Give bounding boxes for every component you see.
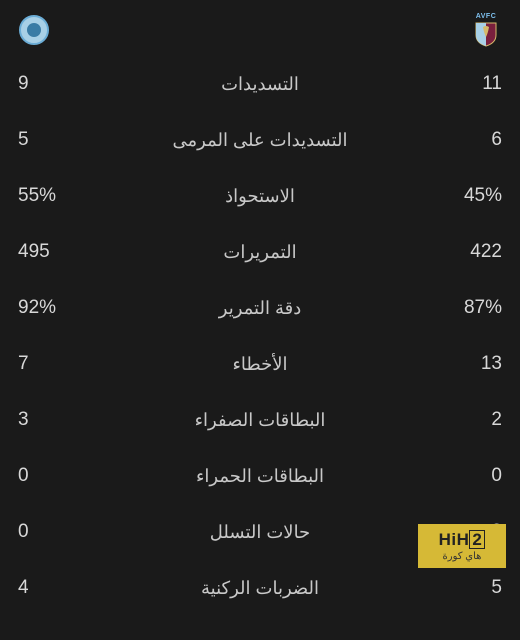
stat-row: 3البطاقات الصفراء2 bbox=[18, 392, 502, 448]
stat-label: حالات التسلل bbox=[88, 522, 432, 543]
stat-row: 7الأخطاء13 bbox=[18, 336, 502, 392]
stat-row: 495التمريرات422 bbox=[18, 224, 502, 280]
watermark-text-a: HiH bbox=[439, 530, 470, 549]
stat-value-left: 495 bbox=[18, 241, 88, 263]
stat-label: التمريرات bbox=[88, 242, 432, 263]
stat-label: البطاقات الحمراء bbox=[88, 466, 432, 487]
stat-value-right: 2 bbox=[432, 409, 502, 431]
team-right-badge: AVFC bbox=[470, 14, 502, 46]
watermark-line1: HiH2 bbox=[439, 530, 486, 550]
stat-value-right: 422 bbox=[432, 241, 502, 263]
watermark-line2: هاي كورة bbox=[443, 551, 482, 562]
stat-label: التسديدات على المرمى bbox=[88, 130, 432, 151]
stat-value-right: 11 bbox=[432, 73, 502, 95]
stat-label: الاستحواذ bbox=[88, 186, 432, 207]
stat-label: الضربات الركنية bbox=[88, 578, 432, 599]
stat-label: التسديدات bbox=[88, 74, 432, 95]
man-city-icon bbox=[19, 15, 49, 45]
stat-value-left: 7 bbox=[18, 353, 88, 375]
stat-row: 9التسديدات11 bbox=[18, 56, 502, 112]
stat-value-right: 6 bbox=[432, 129, 502, 151]
stat-value-left: 92% bbox=[18, 297, 88, 319]
stat-row: 55%الاستحواذ45% bbox=[18, 168, 502, 224]
stat-value-right: 0 bbox=[432, 465, 502, 487]
teams-header: AVFC bbox=[0, 0, 520, 56]
stat-row: 4الضربات الركنية5 bbox=[18, 560, 502, 616]
avfc-text-icon: AVFC bbox=[476, 13, 497, 20]
stat-row: 92%دقة التمرير87% bbox=[18, 280, 502, 336]
stat-value-right: 13 bbox=[432, 353, 502, 375]
stat-value-right: 87% bbox=[432, 297, 502, 319]
stat-label: البطاقات الصفراء bbox=[88, 410, 432, 431]
stat-label: دقة التمرير bbox=[88, 298, 432, 319]
stat-row: 0البطاقات الحمراء0 bbox=[18, 448, 502, 504]
stat-value-left: 5 bbox=[18, 129, 88, 151]
stat-value-left: 9 bbox=[18, 73, 88, 95]
stat-value-left: 4 bbox=[18, 577, 88, 599]
watermark-badge: HiH2 هاي كورة bbox=[418, 524, 506, 568]
team-left-badge bbox=[18, 14, 50, 46]
stat-value-right: 5 bbox=[432, 577, 502, 599]
stat-value-left: 0 bbox=[18, 465, 88, 487]
stat-row: 5التسديدات على المرمى6 bbox=[18, 112, 502, 168]
stat-value-left: 0 bbox=[18, 521, 88, 543]
stat-label: الأخطاء bbox=[88, 354, 432, 375]
stat-value-left: 55% bbox=[18, 185, 88, 207]
avfc-shield-icon bbox=[474, 21, 498, 47]
stat-value-right: 45% bbox=[432, 185, 502, 207]
watermark-text-b: 2 bbox=[469, 530, 485, 549]
stat-value-left: 3 bbox=[18, 409, 88, 431]
